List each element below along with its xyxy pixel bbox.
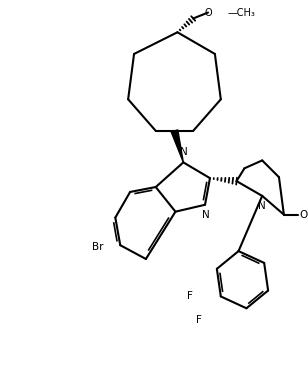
Text: O: O — [300, 210, 308, 220]
Text: Br: Br — [92, 242, 103, 252]
Text: F: F — [196, 315, 202, 325]
Text: N: N — [258, 201, 266, 211]
Text: O: O — [204, 8, 212, 17]
Text: F: F — [187, 291, 193, 301]
Polygon shape — [171, 130, 183, 163]
Text: N: N — [202, 210, 210, 220]
Text: N: N — [180, 147, 188, 158]
Text: —CH₃: —CH₃ — [228, 8, 256, 17]
